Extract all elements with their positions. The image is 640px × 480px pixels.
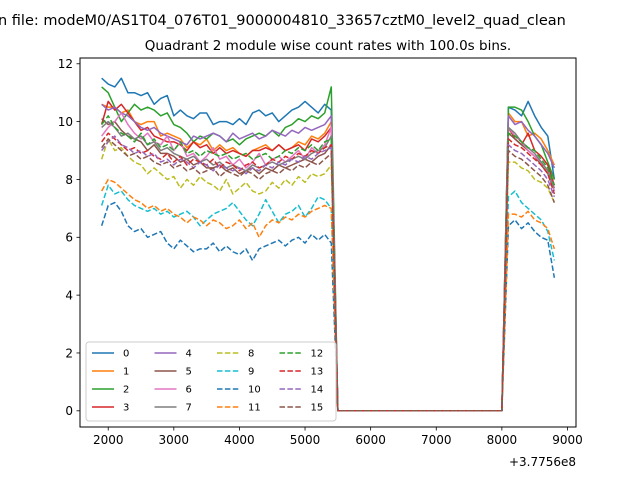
y-tick-label: 6 xyxy=(65,231,73,245)
chart-title: Quadrant 2 module wise count rates with … xyxy=(145,38,511,54)
series-line-15 xyxy=(101,138,556,412)
x-tick-label: 6000 xyxy=(355,433,386,447)
y-tick-label: 0 xyxy=(65,404,73,418)
y-axis: 0 2 4 6 8 10 12 xyxy=(58,57,80,418)
x-tick-label: 3000 xyxy=(159,433,190,447)
legend-label-10: 10 xyxy=(248,385,261,396)
legend-box xyxy=(85,341,337,422)
legend-label-7: 7 xyxy=(186,403,192,414)
legend-label-5: 5 xyxy=(186,367,192,378)
legend-label-8: 8 xyxy=(248,349,254,360)
x-offset-label: +3.7756e8 xyxy=(509,455,576,469)
legend-label-6: 6 xyxy=(186,385,192,396)
y-tick-label: 12 xyxy=(58,57,73,71)
x-tick-label: 8000 xyxy=(487,433,518,447)
x-tick-label: 4000 xyxy=(224,433,255,447)
legend-label-3: 3 xyxy=(123,403,129,414)
x-tick-label: 2000 xyxy=(93,433,124,447)
legend-label-15: 15 xyxy=(311,403,324,414)
plot-area xyxy=(100,77,556,412)
figure-suptitle: n file: modeM0/AS1T04_076T01_9000004810_… xyxy=(0,13,566,29)
y-tick-label: 10 xyxy=(58,115,73,129)
axes-frame xyxy=(79,57,577,428)
x-tick-label: 5000 xyxy=(290,433,321,447)
legend-label-9: 9 xyxy=(248,367,254,378)
legend-label-2: 2 xyxy=(123,385,129,396)
series-line-11 xyxy=(100,178,556,412)
legend-label-12: 12 xyxy=(311,349,324,360)
legend-label-4: 4 xyxy=(186,349,192,360)
legend-label-11: 11 xyxy=(248,403,261,414)
y-tick-label: 4 xyxy=(65,288,73,302)
series-line-13 xyxy=(101,132,556,412)
y-tick-label: 8 xyxy=(65,173,73,187)
x-tick-label: 9000 xyxy=(552,433,583,447)
legend-label-14: 14 xyxy=(311,385,324,396)
legend-label-13: 13 xyxy=(311,367,324,378)
legend-label-1: 1 xyxy=(123,367,129,378)
x-tick-label: 7000 xyxy=(421,433,452,447)
x-axis: 2000 3000 4000 5000 6000 7000 8000 9000 xyxy=(93,427,583,447)
legend-label-0: 0 xyxy=(123,349,129,360)
y-tick-label: 2 xyxy=(65,346,73,360)
